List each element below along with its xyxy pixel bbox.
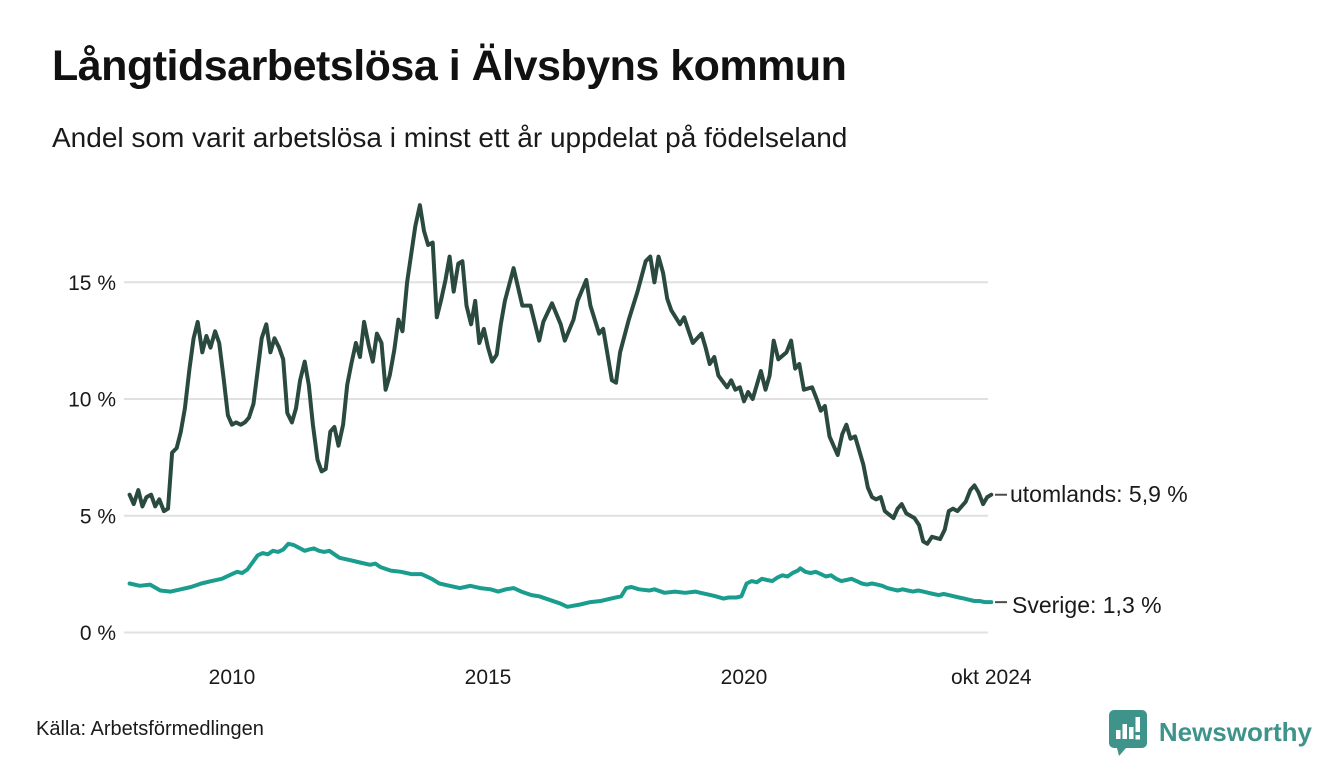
series-label-sverige: Sverige: 1,3 % [1012,592,1162,618]
svg-text:2010: 2010 [209,666,256,689]
svg-text:0 %: 0 % [80,622,116,645]
series-label-utomlands: utomlands: 5,9 % [1010,481,1188,507]
svg-text:10 %: 10 % [68,389,116,412]
svg-text:5 %: 5 % [80,505,116,528]
svg-text:15 %: 15 % [68,272,116,295]
newsworthy-icon [1108,710,1147,756]
series-end-dashes [995,493,1007,604]
brand-name: Newsworthy [1158,716,1312,747]
svg-text:2015: 2015 [465,666,512,689]
data-lines [127,203,994,609]
svg-text:2020: 2020 [721,666,768,689]
gridlines [124,281,988,634]
page-subtitle: Andel som varit arbetslösa i minst ett å… [52,122,848,153]
x-axis-labels: 2010 2015 2020 okt 2024 [209,666,1032,689]
y-axis-labels: 0 % 5 % 10 % 15 % [68,272,116,645]
source-note: Källa: Arbetsförmedlingen [36,718,264,740]
brand-logo: Newsworthy [1107,708,1312,756]
page-title: Långtidsarbetslösa i Älvsbyns kommun [52,42,847,90]
svg-text:okt 2024: okt 2024 [951,666,1032,689]
